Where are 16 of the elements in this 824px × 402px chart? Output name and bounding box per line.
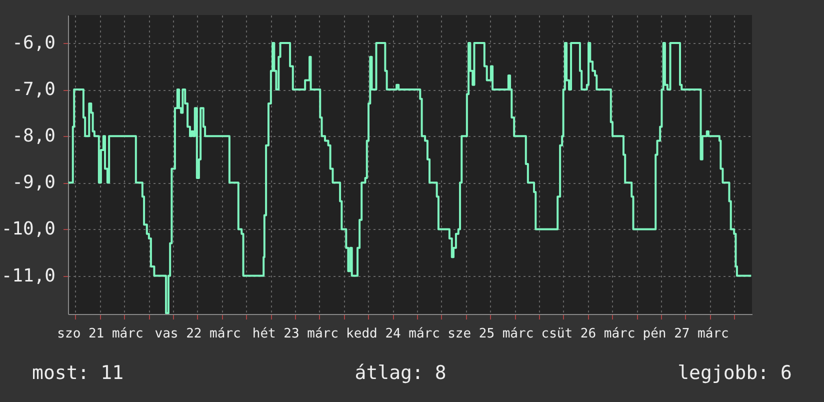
y-tick-label: -9,0 <box>12 172 56 194</box>
y-tick-label: -6,0 <box>12 32 56 54</box>
y-tick-label: -11,0 <box>1 265 56 286</box>
y-tick-label: -8,0 <box>12 126 56 147</box>
text: átlag: 8 <box>354 362 446 384</box>
x-tick-label: csüt 26 márc <box>541 326 636 342</box>
text: legjobb: 6 <box>678 362 792 384</box>
x-tick-label: szo 21 márc <box>57 326 144 342</box>
x-tick-label: hét 23 márc <box>252 326 338 342</box>
y-tick-label: -7,0 <box>12 79 56 100</box>
x-tick-label: pén 27 márc <box>642 326 729 342</box>
y-tick-label: -10,0 <box>1 218 56 240</box>
x-tick-label: sze 25 márc <box>448 326 534 342</box>
text: most: 11 <box>32 362 124 384</box>
x-tick-label: vas 22 márc <box>154 326 241 342</box>
x-tick-label: kedd 24 márc <box>346 326 440 342</box>
